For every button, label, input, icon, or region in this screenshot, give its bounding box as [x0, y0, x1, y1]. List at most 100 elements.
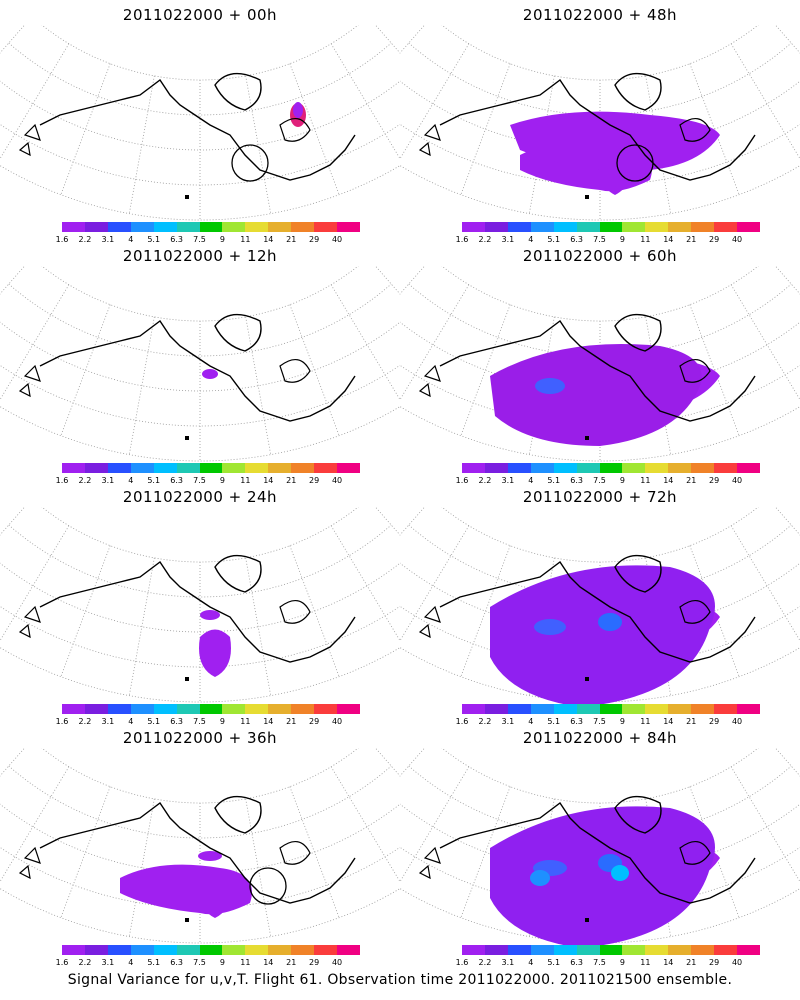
latitude-gridline — [400, 888, 800, 944]
colorbar-tick-label: 1.6 — [55, 476, 69, 485]
colorbar-tick-label: 3.1 — [501, 717, 515, 726]
island-marker — [185, 677, 189, 681]
colorbar-tick-label: 3.1 — [501, 476, 515, 485]
colorbar-segment — [714, 222, 738, 232]
latitude-gridline — [0, 562, 400, 633]
colorbar-segment — [130, 463, 154, 473]
colorbar-segment — [484, 704, 508, 714]
colorbar-segment — [337, 704, 360, 714]
colorbar-tick-label: 9 — [219, 717, 225, 726]
colorbar-segment — [484, 945, 508, 955]
colorbar-tick-label: 14 — [263, 958, 274, 967]
colorbar-tick-label: 4 — [528, 235, 534, 244]
latitude-gridline — [400, 165, 800, 221]
variance-area — [490, 344, 702, 446]
meridian-gridline — [689, 304, 740, 436]
colorbar-segment — [576, 945, 600, 955]
arctic-islands-outline — [214, 554, 262, 593]
meridian-gridline — [730, 766, 800, 883]
colorbar-segment — [691, 463, 715, 473]
meridian-gridline — [774, 507, 800, 536]
forecast-panel: 2011022000 + 00h 1.6 2.2 3.1 4 5.1 6.3 7.5 9 11 14… — [0, 0, 400, 245]
colorbar-segment — [507, 704, 531, 714]
colorbar-segment — [314, 945, 338, 955]
meridian-gridline — [730, 43, 800, 160]
panel-title: 2011022000 + 60h — [522, 247, 678, 265]
colorbar-segment — [107, 222, 131, 232]
meridian-gridline — [730, 284, 800, 401]
meridian-gridline — [245, 557, 272, 696]
colorbar — [62, 945, 360, 955]
coastline — [39, 560, 356, 663]
forecast-panel: 2011022000 + 84h 1.6 2.2 3.1 4 5.1 6.3 7.5 9 11 14… — [400, 723, 800, 968]
colorbar-tick-label: 2.2 — [478, 476, 492, 485]
latitude-gridline — [400, 364, 800, 427]
colorbar-segment — [84, 945, 108, 955]
meridian-gridline — [400, 525, 470, 642]
meridian-gridline — [730, 525, 800, 642]
colorbar-tick-label: 3.1 — [101, 717, 115, 726]
latitude-gridline — [0, 647, 400, 703]
colorbar-tick-label: 6.3 — [570, 958, 583, 967]
observation-circle — [231, 144, 269, 182]
colorbar-segment — [645, 222, 669, 232]
colorbar-segment — [84, 704, 108, 714]
colorbar-segment — [62, 222, 85, 232]
latitude-gridline — [400, 803, 800, 874]
island-marker — [585, 918, 589, 922]
colorbar-segment — [599, 222, 623, 232]
colorbar — [462, 222, 760, 232]
variance-area — [490, 806, 715, 948]
colorbar-segment — [714, 463, 738, 473]
colorbar-tick-label: 29 — [709, 235, 720, 244]
island-marker — [585, 677, 589, 681]
colorbar-segment — [622, 945, 646, 955]
colorbar-tick-label: 11 — [640, 235, 651, 244]
latitude-gridline — [400, 80, 800, 151]
coastline — [39, 78, 356, 181]
coastline — [39, 319, 356, 422]
island-marker — [185, 436, 189, 440]
latitude-gridline — [408, 42, 792, 116]
panel-title: 2011022000 + 72h — [522, 488, 678, 506]
latitude-gridline — [441, 507, 759, 563]
meridian-gridline — [400, 25, 426, 54]
colorbar-tick-label: 6.3 — [170, 717, 183, 726]
coastline-islands — [418, 846, 441, 880]
meridian-gridline — [400, 266, 426, 295]
latitude-gridline — [0, 165, 400, 221]
variance-area — [293, 102, 303, 118]
colorbar-tick-label: 29 — [309, 235, 320, 244]
meridian-gridline — [460, 545, 511, 677]
colorbar-tick-label: 2.2 — [478, 717, 492, 726]
colorbar-segment — [291, 945, 315, 955]
forecast-panel: 2011022000 + 48h 1.6 2.2 3.1 4 5.1 6.3 7.5 9 11 14… — [400, 0, 800, 245]
colorbar-segment — [268, 222, 292, 232]
coastline — [439, 560, 756, 663]
meridian-gridline — [60, 786, 111, 918]
colorbar-tick-label: 1.6 — [55, 717, 69, 726]
colorbar-segment — [245, 463, 269, 473]
meridian-gridline — [330, 525, 400, 642]
latitude-gridline — [0, 80, 400, 151]
colorbar-tick-label: 7.5 — [193, 476, 206, 485]
latitude-gridline — [0, 888, 400, 944]
island-marker — [585, 195, 589, 199]
meridian-gridline — [0, 25, 26, 54]
colorbar-segment — [199, 222, 223, 232]
colorbar-tick-label: 2.2 — [78, 958, 92, 967]
colorbar-segment — [222, 222, 246, 232]
colorbar-tick-label: 7.5 — [593, 717, 606, 726]
colorbar-tick-label: 21 — [686, 476, 697, 485]
latitude-gridline — [41, 25, 359, 81]
colorbar-tick-label: 5.1 — [547, 476, 561, 485]
variance-area — [490, 565, 715, 707]
polar-stereographic-map — [400, 748, 800, 948]
colorbar-tick-label: 2.2 — [78, 717, 92, 726]
coastline — [279, 118, 311, 142]
colorbar-tick-label: 3.1 — [101, 958, 115, 967]
variance-core — [611, 865, 629, 881]
colorbar-segment — [176, 945, 200, 955]
colorbar-segment — [691, 222, 715, 232]
colorbar-segment — [599, 463, 623, 473]
